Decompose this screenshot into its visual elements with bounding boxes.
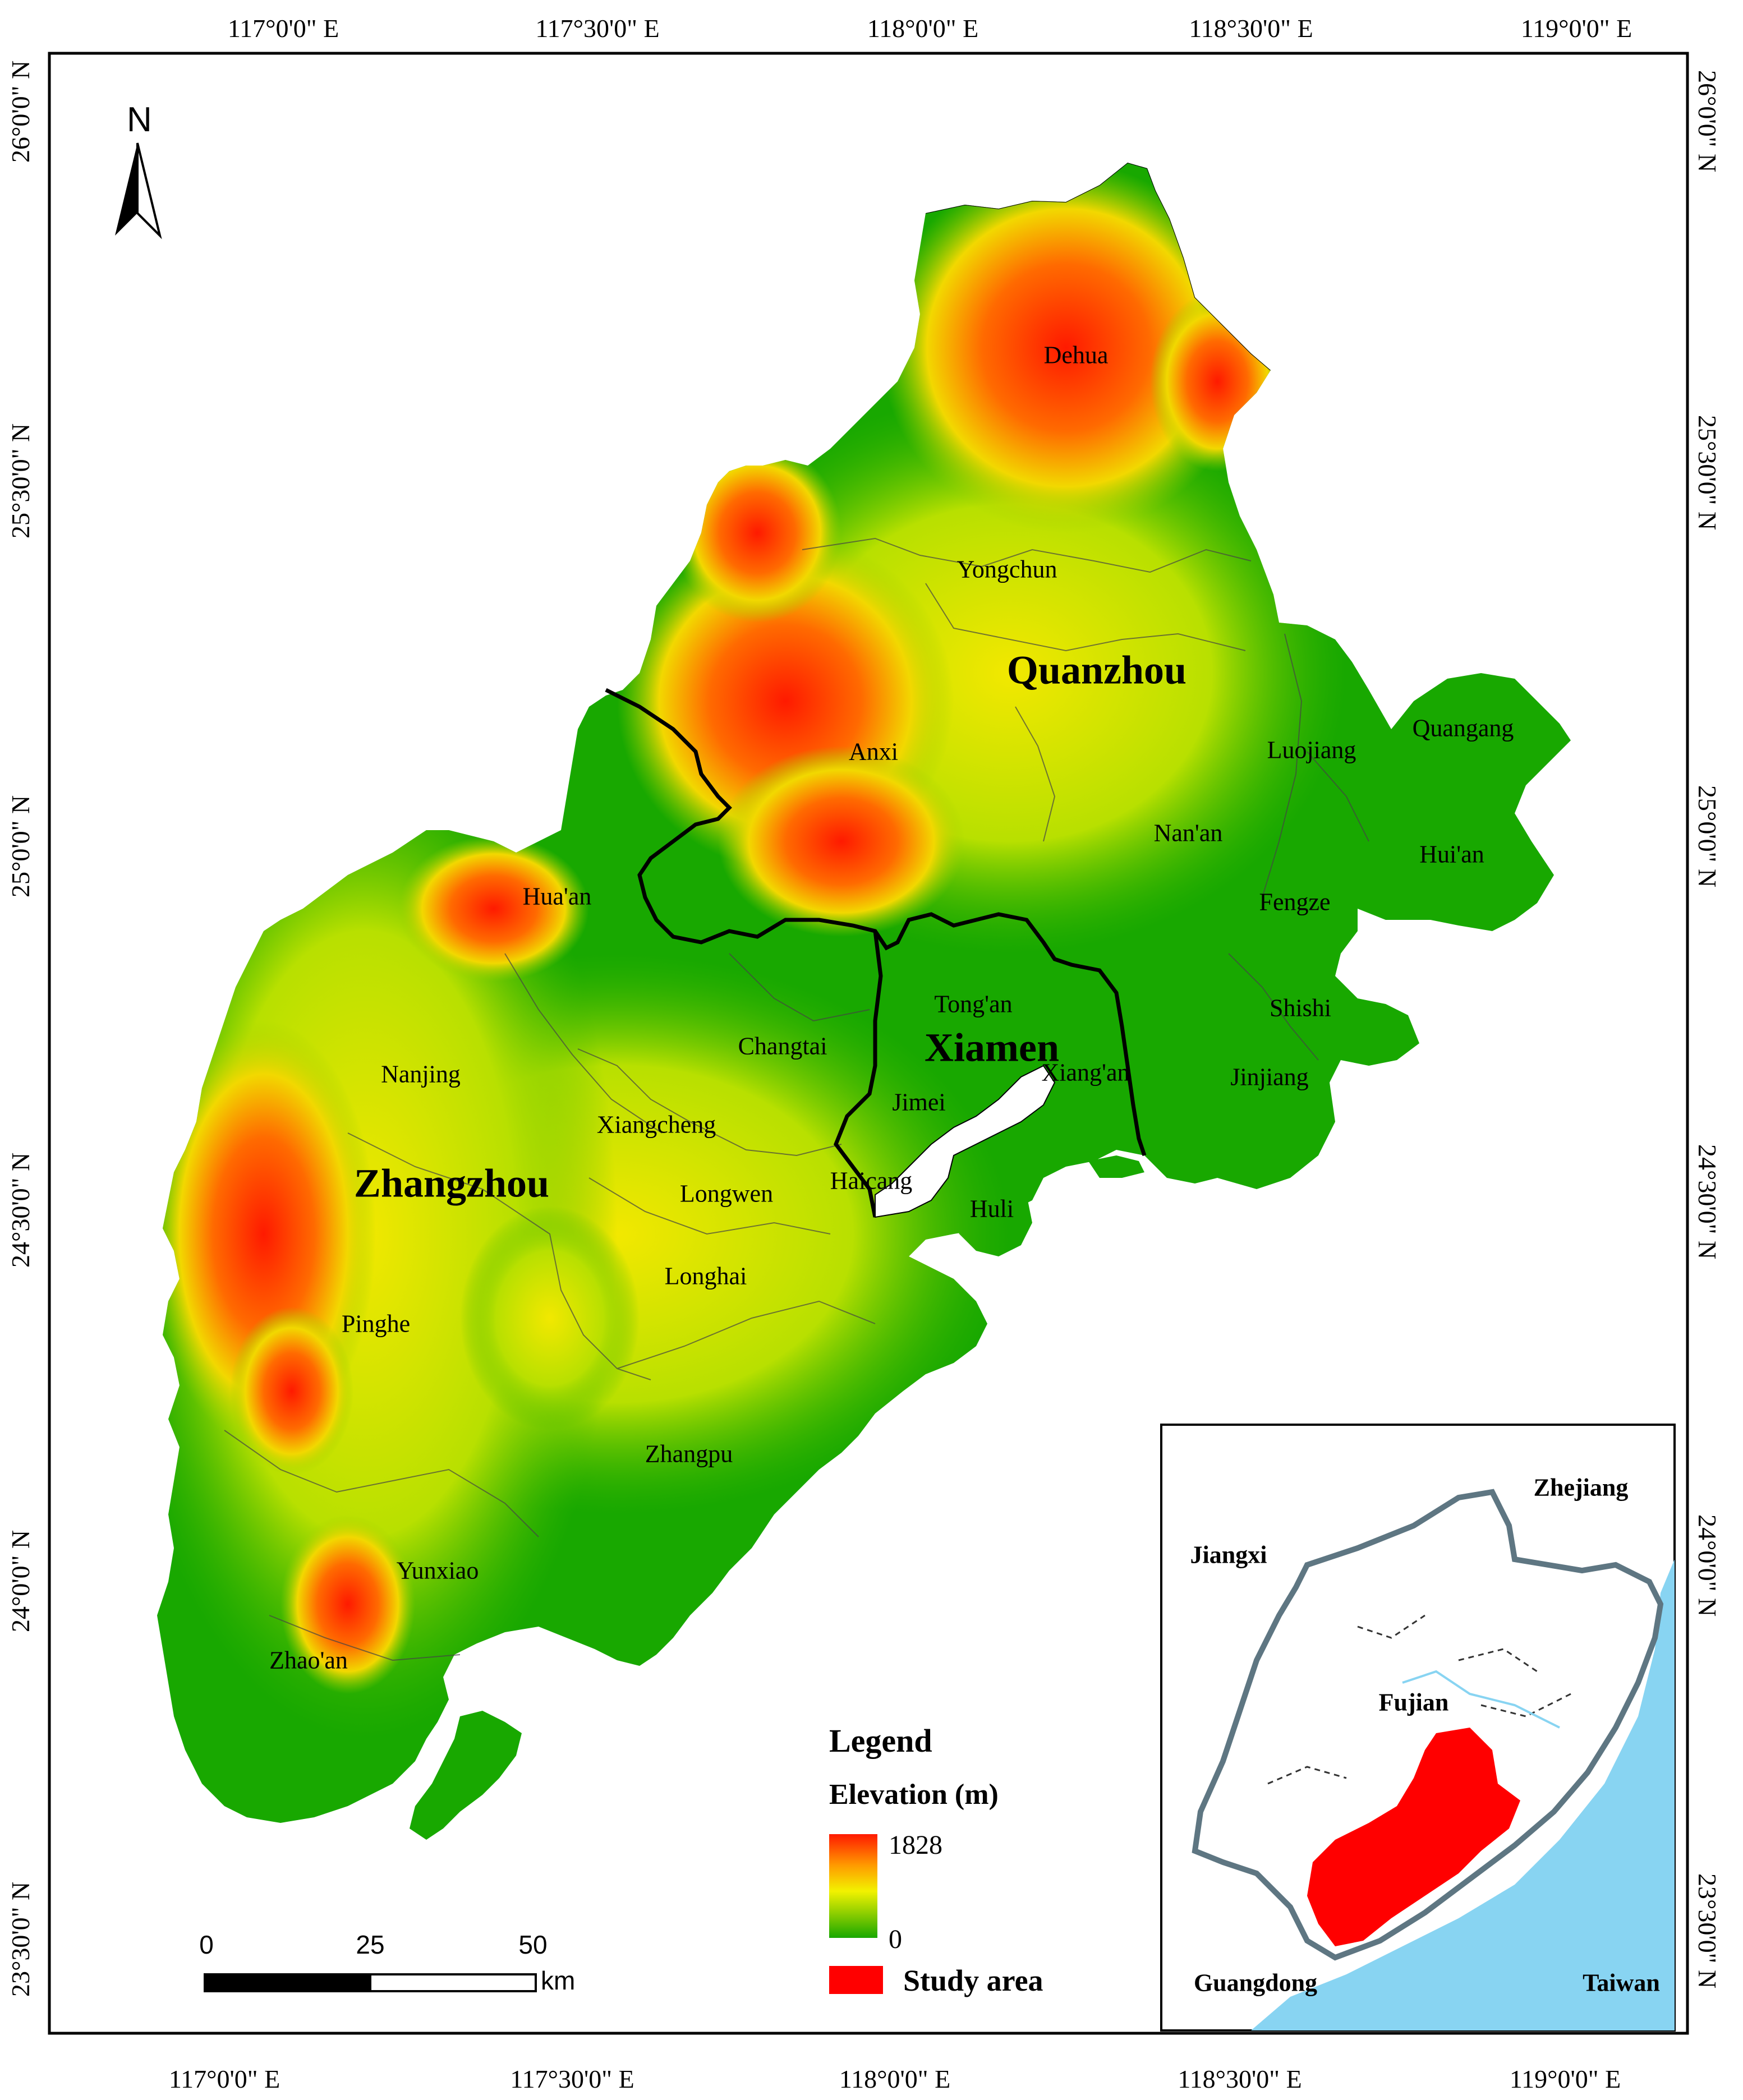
district-label-yunxiao: Yunxiao: [396, 1556, 479, 1585]
district-label-xiangcheng: Xiangcheng: [596, 1111, 716, 1139]
inset-river: [1402, 1670, 1560, 1729]
north-arrow-icon: [115, 142, 162, 240]
inset-fujian-outline: [1192, 1489, 1664, 1961]
district-label-changtai: Changtai: [738, 1032, 827, 1060]
xiamen-boundary: [605, 688, 1147, 1157]
lat-tick-right-1: 26°0'0" N: [1693, 70, 1722, 173]
district-label-longhai: Longhai: [664, 1262, 747, 1290]
district-label-nanjing: Nanjing: [381, 1060, 461, 1088]
district-label-jinjiang: Jinjiang: [1230, 1063, 1309, 1091]
land-outline: [925, 163, 1271, 371]
legend-min-value: 0: [889, 1924, 902, 1954]
legend-title: Legend: [829, 1723, 932, 1759]
lat-tick-right-6: 23°30'0" N: [1693, 1873, 1722, 1989]
lon-tick-bottom-1: 117°0'0" E: [168, 2065, 280, 2093]
district-label-zhaoan: Zhao'an: [269, 1646, 348, 1674]
scale-bar: [204, 1973, 537, 1992]
legend-max-value: 1828: [889, 1830, 942, 1860]
lat-tick-right-4: 24°30'0" N: [1693, 1144, 1722, 1260]
district-label-anxi: Anxi: [849, 738, 898, 766]
inset-label-fujian: Fujian: [1378, 1688, 1449, 1716]
inset-label-taiwan: Taiwan: [1583, 1969, 1660, 1997]
district-label-quangang: Quangang: [1412, 714, 1514, 742]
inset-label-guangdong: Guangdong: [1193, 1969, 1318, 1997]
lat-tick-left-3: 25°0'0" N: [6, 795, 35, 897]
district-boundaries: [224, 537, 1369, 1661]
lat-tick-right-5: 24°0'0" N: [1693, 1514, 1722, 1617]
district-label-longwen: Longwen: [679, 1180, 774, 1208]
lat-tick-left-6: 23°30'0" N: [6, 1881, 35, 1997]
lat-tick-left-4: 24°30'0" N: [6, 1152, 35, 1268]
scale-tick-25: 25: [356, 1930, 385, 1959]
lat-tick-left-1: 26°0'0" N: [6, 60, 35, 163]
lat-tick-right-2: 25°30'0" N: [1693, 415, 1722, 531]
district-label-nanan: Nan'an: [1153, 819, 1223, 847]
inset-map: [1160, 1424, 1676, 2032]
district-label-huian: Hui'an: [1419, 840, 1484, 868]
district-label-xiangan: Xiang'an: [1041, 1058, 1130, 1086]
district-label-fengze: Fengze: [1259, 888, 1331, 916]
lon-tick-top-3: 118°0'0" E: [867, 14, 979, 43]
inset-study-area: [1307, 1728, 1520, 1946]
lat-tick-left-2: 25°30'0" N: [6, 423, 35, 538]
lon-tick-top-5: 119°0'0" E: [1520, 14, 1632, 43]
lon-tick-top-4: 118°30'0" E: [1189, 14, 1313, 43]
district-label-tongan: Tong'an: [934, 990, 1013, 1018]
lon-tick-top-2: 117°30'0" E: [535, 14, 660, 43]
north-label: N: [127, 100, 152, 139]
city-label-zhangzhou: Zhangzhou: [353, 1160, 550, 1206]
city-label-xiamen: Xiamen: [925, 1025, 1059, 1070]
lon-tick-top-1: 117°0'0" E: [227, 14, 339, 43]
legend-elevation-label: Elevation (m): [829, 1779, 999, 1811]
xiamen-west-boundary: [834, 931, 883, 1218]
inset-dashed-lines: [1267, 1614, 1571, 1785]
elevation-legend-bar: [829, 1834, 877, 1938]
district-label-shishi: Shishi: [1269, 994, 1332, 1022]
district-label-jimei: Jimei: [892, 1088, 946, 1116]
lat-tick-right-3: 25°0'0" N: [1693, 785, 1722, 888]
district-label-luojiang: Luojiang: [1267, 736, 1356, 764]
inset-label-jiangxi: Jiangxi: [1190, 1541, 1267, 1569]
district-label-huli: Huli: [969, 1195, 1014, 1223]
lon-tick-bottom-4: 118°30'0" E: [1178, 2065, 1302, 2093]
legend-study-area-label: Study area: [903, 1964, 1043, 1997]
city-label-quanzhou: Quanzhou: [1006, 647, 1187, 693]
study-area-swatch: [829, 1966, 883, 1994]
district-label-haicang: Haicang: [830, 1167, 913, 1195]
lon-tick-bottom-3: 118°0'0" E: [839, 2065, 951, 2093]
lon-tick-bottom-2: 117°30'0" E: [510, 2065, 634, 2093]
inset-label-zhejiang: Zhejiang: [1533, 1473, 1629, 1502]
lon-tick-bottom-5: 119°0'0" E: [1509, 2065, 1621, 2093]
scale-unit: km: [541, 1966, 576, 1995]
district-label-huaan: Hua'an: [522, 882, 592, 910]
lat-tick-left-5: 24°0'0" N: [6, 1530, 35, 1632]
district-label-yongchun: Yongchun: [956, 555, 1057, 583]
scale-tick-50: 50: [518, 1930, 548, 1959]
district-label-zhangpu: Zhangpu: [645, 1440, 733, 1468]
xiamen-bay: [875, 1065, 1056, 1218]
scale-tick-0: 0: [199, 1930, 214, 1959]
district-label-dehua: Dehua: [1043, 341, 1109, 369]
district-label-pinghe: Pinghe: [341, 1310, 411, 1338]
inset-sea: [1251, 1559, 1675, 2030]
